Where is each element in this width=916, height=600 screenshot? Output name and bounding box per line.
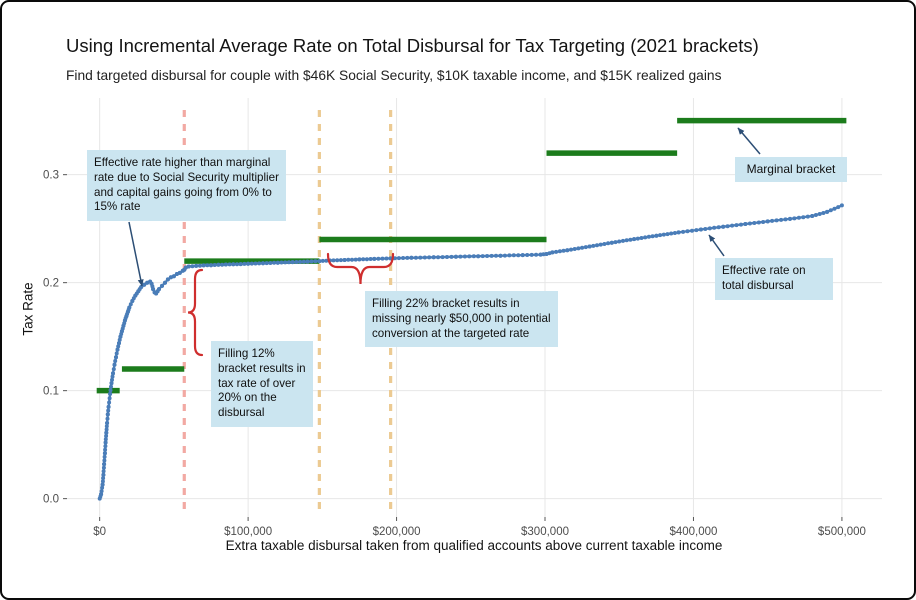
annotation-filling-12-note: Filling 12% bracket results in tax rate … [211, 341, 313, 428]
chart-subtitle: Find targeted disbursal for couple with … [66, 68, 722, 83]
annotation-arrow [128, 221, 144, 287]
y-tick-label: 0.0 [43, 494, 59, 506]
y-tick-label: 0.1 [43, 386, 59, 398]
annotation-arrow [737, 127, 761, 155]
x-axis-label: Extra taxable disbursal taken from quali… [225, 538, 723, 553]
axis-ticks-and-labels: 0.0 0.1 0.2 0.3 $0 $100,000 $200,000 $300,000 $4… [43, 170, 866, 538]
curly-brace [326, 252, 395, 285]
braces [187, 252, 395, 357]
x-tick-label: $200,000 [373, 526, 421, 538]
x-tick-label: $400,000 [669, 526, 717, 538]
annotation-filling-22-note: Filling 22% bracket results in missing n… [365, 291, 558, 348]
annotation-social-security-note: Effective rate higher than marginal rate… [87, 150, 286, 222]
x-tick-label: $0 [93, 526, 106, 538]
x-tick-label: $100,000 [224, 526, 272, 538]
chart-title: Using Incremental Average Rate on Total … [66, 35, 759, 56]
y-tick-label: 0.2 [43, 278, 59, 290]
x-tick-label: $300,000 [521, 526, 569, 538]
annotation-arrows [128, 127, 761, 287]
x-tick-label: $500,000 [818, 526, 866, 538]
annotation-marginal-bracket-label: Marginal bracket [735, 157, 847, 183]
effective-rate-curve [97, 203, 844, 501]
y-axis-label: Tax Rate [20, 282, 36, 336]
curly-brace [187, 268, 204, 357]
annotation-arrow [708, 234, 725, 257]
annotation-effective-rate-label: Effective rate on total disbursal [715, 258, 833, 300]
y-tick-label: 0.3 [43, 170, 59, 182]
marginal-bracket-segments [96, 117, 847, 394]
